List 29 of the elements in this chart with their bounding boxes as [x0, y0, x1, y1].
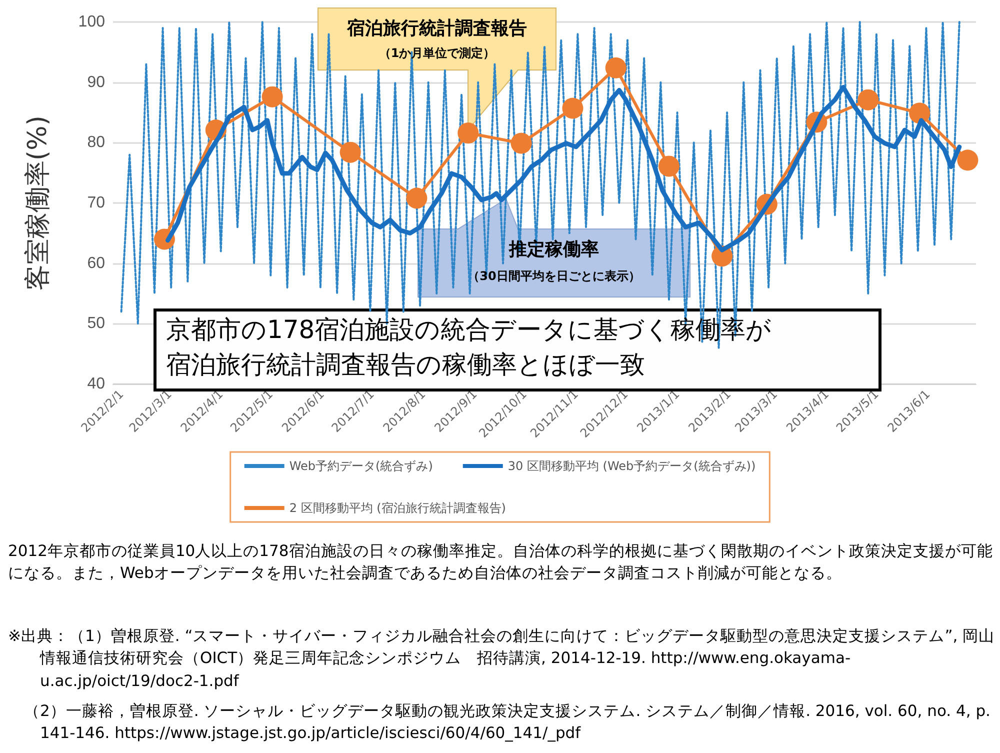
point — [957, 150, 978, 171]
point — [458, 122, 479, 144]
y-axis-title: 客室稼働率(%) — [23, 116, 53, 290]
point — [658, 156, 680, 177]
point — [909, 102, 930, 124]
y-tick-label: 60 — [87, 254, 106, 272]
y-tick-label: 100 — [78, 14, 106, 30]
text: 2012年京都市の従業員10人以上の178宿泊施設の日々の稼働率推定。自治体の科学的根拠に基づく閑散期のイベント政策決定支援が可能になる。また，Webオープンデータを用いた社会調査であるため自治体の社会データ調査コスト削減が可能となる。 — [8, 541, 994, 584]
point — [562, 98, 584, 119]
point — [406, 188, 428, 209]
point — [340, 142, 361, 163]
legend-label: 2 区間移動平均 (宿泊旅行統計調査報告) — [289, 501, 506, 515]
y-tick-label: 80 — [87, 134, 106, 152]
legend-label: 30 区間移動平均 (Web予約データ(統合ずみ)) — [508, 459, 756, 473]
point — [510, 132, 532, 154]
annotation: 推定稼働率 — [508, 239, 600, 262]
y-tick-label: 40 — [87, 376, 106, 392]
text: （2）一藤裕，曽根原登. ソーシャル・ビッグデータ駆動の観光政策決定支援システム. システム／制御／情報. 2016, vol. 60, no. 4, p. 141-146. https://www.jstage.jst.go.jp/article/isciesci/60/4/60_141/_pdf — [23, 701, 992, 744]
point — [262, 86, 283, 108]
y-tick-label: 50 — [87, 315, 106, 332]
point — [605, 57, 626, 78]
point — [858, 89, 879, 110]
text: ※出典：（1）曽根原登. “スマート・サイバー・フィジカル融合社会の創生に向けて：ビッグデータ駆動型の意思決定支援システム”, 岡山情報通信技術研究会（OICT）発足三周年記念シンポジウム 招待講演, 2014-12-19. http://www.eng.okayama-u.ac.jp/oict/19/doc2-1.pdf — [8, 626, 996, 692]
annotation: （30日間平均を日ごとに表示） — [466, 269, 642, 284]
annotation: 宿泊旅行統計調査報告の稼働率とほぼ一致 — [166, 349, 646, 381]
legend-label: Web予約データ(統合ずみ) — [289, 459, 433, 473]
y-tick-label: 70 — [87, 194, 106, 212]
annotation: 宿泊旅行統計調査報告 — [346, 18, 528, 40]
y-tick-label: 90 — [87, 74, 106, 91]
